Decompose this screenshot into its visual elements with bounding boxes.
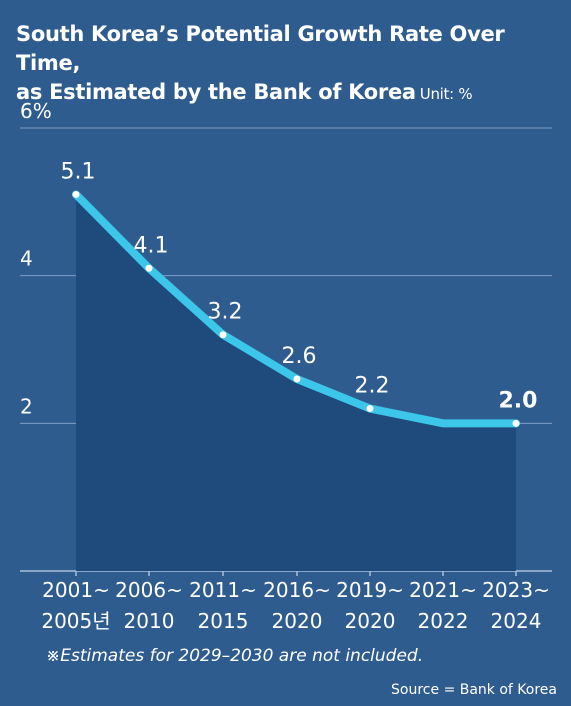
y-tick-label: 6% (20, 99, 52, 123)
data-label: 4.1 (134, 233, 169, 258)
data-point (512, 419, 520, 427)
label-layer: 5.1 4.1 3.2 2.6 2.2 2.0 (61, 159, 538, 413)
title-line-2-text: as Estimated by the Bank of Korea (16, 80, 416, 104)
x-tick-label-line2: 2020 (272, 609, 323, 633)
x-tick-label-line1: 2016~ (263, 578, 331, 602)
data-label: 3.2 (208, 300, 243, 325)
x-tick-label-line2: 2015 (198, 609, 249, 633)
x-tick-label-line1: 2006~ (115, 578, 183, 602)
x-tick-label-line2: 2010 (124, 609, 175, 633)
title-line-1: South Korea’s Potential Growth Rate Over… (16, 22, 505, 75)
x-tick-label-line1: 2021~ (409, 578, 477, 602)
data-point (72, 190, 80, 198)
y-tick-label: 4 (20, 247, 33, 271)
x-tick-label-line2: 2020 (345, 609, 396, 633)
data-point (366, 405, 374, 413)
data-label: 2.2 (355, 374, 390, 399)
x-tick-label-line1: 2011~ (189, 578, 257, 602)
point-layer (72, 190, 520, 427)
data-point (145, 264, 153, 272)
data-label: 2.0 (499, 388, 538, 413)
chart-title: South Korea’s Potential Growth Rate Over… (16, 20, 566, 109)
x-tick-label-line2: 2024 (491, 609, 542, 633)
title-line-2: as Estimated by the Bank of Korea Unit: % (16, 78, 566, 109)
x-tick-label-line2: 2022 (418, 609, 469, 633)
y-tick-label: 2 (20, 394, 33, 418)
x-tick-label-line1: 2019~ (336, 578, 404, 602)
data-label: 2.6 (282, 344, 317, 369)
data-point (293, 375, 301, 383)
source-credit: Source = Bank of Korea (391, 682, 557, 698)
data-point (219, 331, 227, 339)
x-tick-label-line1: 2023~ (482, 578, 550, 602)
x-tick-label-line1: 2001~ (42, 578, 110, 602)
x-tick-label-line2: 2005년 (41, 609, 110, 633)
footnote: ※Estimates for 2029–2030 are not include… (46, 646, 424, 666)
data-label: 5.1 (61, 159, 96, 184)
unit-label: Unit: % (419, 85, 473, 103)
